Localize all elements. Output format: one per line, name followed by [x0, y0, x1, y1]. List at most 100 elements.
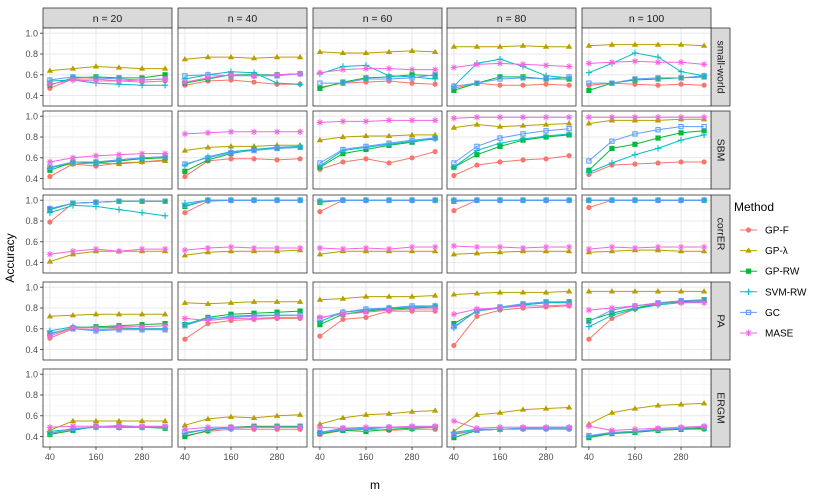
- data-point: [251, 197, 257, 203]
- data-point: [362, 411, 370, 417]
- series-line: [184, 146, 301, 165]
- data-point: [181, 252, 189, 258]
- data-point: [115, 206, 123, 213]
- series-line: [319, 295, 436, 301]
- series-line: [588, 425, 705, 431]
- data-point: [432, 135, 438, 141]
- panel-background: [313, 195, 442, 273]
- data-point: [431, 305, 439, 313]
- data-point: [543, 128, 549, 134]
- data-point: [316, 162, 324, 170]
- data-point: [316, 251, 324, 257]
- data-point: [227, 53, 235, 60]
- data-point: [362, 49, 370, 56]
- data-point: [678, 159, 684, 165]
- data-point: [608, 312, 616, 319]
- x-tick-label: 160: [223, 452, 238, 462]
- x-tick-label: 40: [45, 452, 55, 462]
- panel-border: [581, 194, 712, 274]
- data-point: [632, 141, 638, 147]
- data-point: [69, 154, 77, 161]
- series-line: [588, 126, 705, 162]
- data-point: [655, 75, 661, 81]
- data-point: [432, 197, 438, 203]
- series-line: [319, 199, 436, 202]
- data-point: [362, 293, 370, 299]
- panel-background: [447, 111, 576, 189]
- legend-key-marker: [745, 227, 752, 233]
- data-point: [450, 417, 458, 425]
- data-point: [363, 314, 369, 320]
- data-point: [655, 76, 661, 82]
- legend-key-marker: [745, 268, 752, 274]
- x-tick-label: 40: [180, 452, 190, 462]
- data-point: [92, 311, 100, 317]
- data-point: [565, 120, 573, 126]
- data-point: [362, 424, 370, 431]
- data-point: [69, 324, 77, 331]
- data-point: [542, 302, 550, 310]
- data-point: [678, 130, 684, 136]
- series-line: [453, 420, 570, 429]
- series-line: [184, 301, 301, 305]
- data-point: [451, 160, 457, 166]
- data-point: [520, 82, 526, 88]
- data-point: [432, 148, 438, 155]
- data-point: [585, 69, 593, 76]
- y-tick-label: 1.0: [25, 195, 38, 205]
- data-point: [340, 316, 346, 323]
- data-point: [608, 159, 616, 167]
- data-point: [408, 293, 416, 299]
- y-tick-label: 1.0: [25, 369, 38, 379]
- series-line: [184, 249, 301, 256]
- data-point: [227, 243, 235, 251]
- data-point: [161, 417, 169, 424]
- data-point: [609, 145, 615, 152]
- data-point: [386, 76, 392, 82]
- data-point: [250, 298, 258, 304]
- data-point: [363, 143, 369, 150]
- series-line: [453, 304, 570, 315]
- panel-border: [446, 110, 577, 190]
- data-point: [632, 77, 638, 83]
- data-point: [340, 80, 346, 86]
- data-point: [631, 114, 639, 121]
- data-point: [316, 296, 324, 302]
- data-point: [273, 53, 281, 60]
- legend-label: GP-λ: [765, 246, 788, 257]
- panel-border: [177, 281, 308, 361]
- data-point: [474, 152, 480, 158]
- panel-border: [177, 368, 308, 448]
- data-point: [181, 56, 189, 62]
- data-point: [386, 160, 392, 166]
- facet-panel: [42, 281, 173, 361]
- data-point: [451, 197, 457, 203]
- data-point: [408, 131, 416, 137]
- data-point: [654, 145, 662, 152]
- data-point: [565, 243, 573, 251]
- data-point: [520, 157, 526, 163]
- data-point: [431, 243, 439, 251]
- data-point: [385, 117, 393, 124]
- data-point: [46, 251, 54, 258]
- data-point: [385, 72, 393, 80]
- data-point: [228, 156, 234, 162]
- data-point: [385, 245, 393, 253]
- row-strip-label: ERGM: [715, 392, 727, 424]
- series-line: [319, 68, 436, 74]
- data-point: [677, 68, 685, 75]
- data-point: [340, 146, 346, 153]
- data-point: [519, 302, 527, 310]
- y-tick-label: 0.8: [25, 390, 38, 400]
- data-point: [92, 417, 100, 424]
- y-tick-label: 0.8: [25, 216, 38, 226]
- data-point: [473, 425, 481, 432]
- column-strip-label: n = 60: [363, 13, 393, 25]
- data-point: [701, 123, 707, 130]
- data-point: [70, 200, 76, 206]
- data-point: [317, 85, 323, 91]
- series-line: [588, 426, 705, 437]
- data-point: [496, 409, 504, 415]
- data-point: [250, 72, 258, 80]
- series-line: [319, 250, 436, 255]
